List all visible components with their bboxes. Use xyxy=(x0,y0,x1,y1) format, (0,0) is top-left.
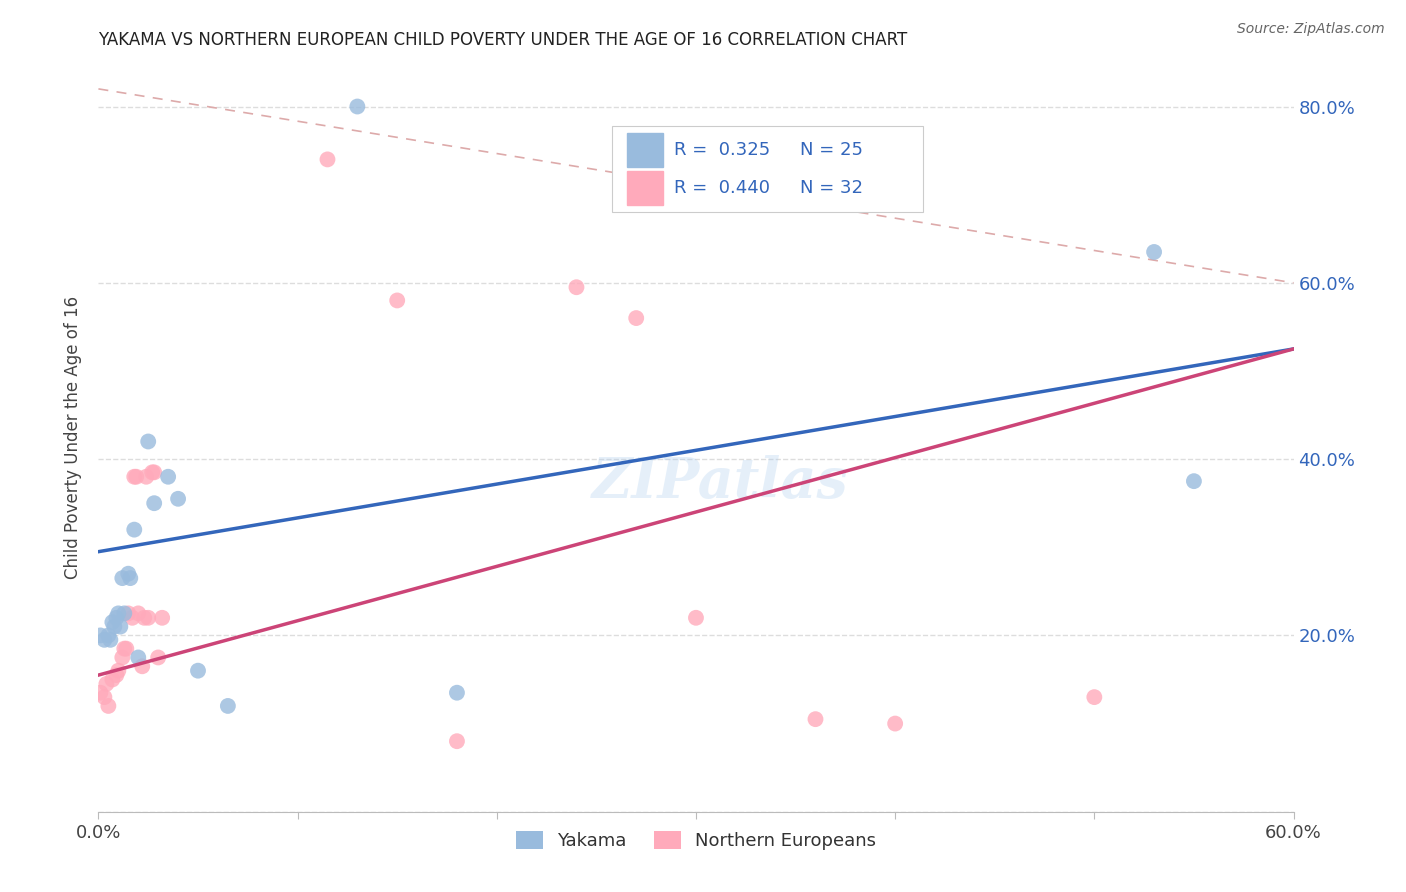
Point xyxy=(105,668,128,682)
Point xyxy=(120,571,142,585)
Point xyxy=(626,311,648,326)
Point xyxy=(1143,244,1166,259)
Point xyxy=(89,686,111,700)
Point xyxy=(167,491,190,506)
Point xyxy=(112,641,135,656)
Text: YAKAMA VS NORTHERN EUROPEAN CHILD POVERTY UNDER THE AGE OF 16 CORRELATION CHART: YAKAMA VS NORTHERN EUROPEAN CHILD POVERT… xyxy=(98,31,908,49)
Point xyxy=(97,698,120,713)
Point xyxy=(101,615,124,630)
Point xyxy=(124,523,146,537)
Point xyxy=(884,716,907,731)
Point xyxy=(134,611,156,625)
Point xyxy=(143,466,166,480)
Point xyxy=(136,611,159,625)
Point xyxy=(127,607,149,621)
Point xyxy=(107,607,129,621)
Point xyxy=(96,677,118,691)
Text: ZIPatlas: ZIPatlas xyxy=(592,455,848,509)
Point xyxy=(112,607,135,621)
Point xyxy=(117,566,139,581)
Point xyxy=(115,641,138,656)
Point xyxy=(804,712,827,726)
Point xyxy=(105,611,128,625)
Point xyxy=(135,469,157,483)
Point xyxy=(101,673,124,687)
Point xyxy=(187,664,209,678)
Point xyxy=(131,659,153,673)
Text: N = 25: N = 25 xyxy=(800,141,863,160)
Point xyxy=(103,619,125,633)
Point xyxy=(124,469,146,483)
Text: Source: ZipAtlas.com: Source: ZipAtlas.com xyxy=(1237,22,1385,37)
Point xyxy=(111,650,134,665)
Bar xyxy=(627,134,662,167)
Point xyxy=(110,619,132,633)
Point xyxy=(97,628,120,642)
Text: R =  0.325: R = 0.325 xyxy=(675,141,770,160)
Point xyxy=(150,611,173,625)
FancyBboxPatch shape xyxy=(613,126,922,212)
Point xyxy=(346,99,368,113)
Point xyxy=(111,571,134,585)
Point xyxy=(121,611,143,625)
Point xyxy=(148,650,170,665)
Point xyxy=(385,293,409,308)
Point xyxy=(685,611,707,625)
Point xyxy=(316,153,339,167)
Point xyxy=(141,466,163,480)
Point xyxy=(107,664,129,678)
Point xyxy=(157,469,180,483)
Point xyxy=(136,434,159,449)
Point xyxy=(143,496,166,510)
Text: N = 32: N = 32 xyxy=(800,179,863,197)
Point xyxy=(217,698,239,713)
Point xyxy=(117,607,139,621)
Point xyxy=(1083,690,1105,705)
Point xyxy=(93,690,115,705)
Y-axis label: Child Poverty Under the Age of 16: Child Poverty Under the Age of 16 xyxy=(65,295,83,579)
Point xyxy=(1182,474,1205,488)
Point xyxy=(565,280,588,294)
Point xyxy=(125,469,148,483)
Point xyxy=(98,632,122,647)
Point xyxy=(93,632,115,647)
Point xyxy=(89,628,111,642)
Point xyxy=(446,734,468,748)
Point xyxy=(127,650,149,665)
Text: R =  0.440: R = 0.440 xyxy=(675,179,770,197)
Point xyxy=(446,686,468,700)
Legend: Yakama, Northern Europeans: Yakama, Northern Europeans xyxy=(506,822,886,859)
Bar xyxy=(627,171,662,205)
